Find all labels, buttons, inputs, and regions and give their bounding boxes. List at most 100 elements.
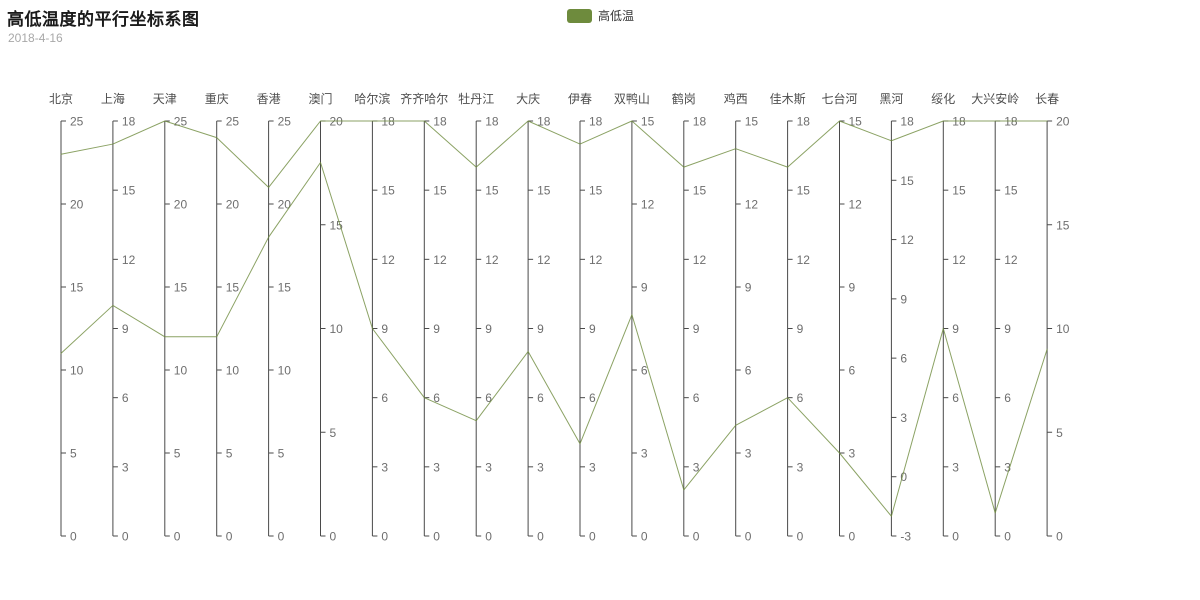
- axis-tick-label: 15: [381, 184, 395, 198]
- axis-tick-label: 25: [278, 115, 292, 129]
- axis-tick-label: 0: [900, 470, 907, 484]
- axis-tick-label: 6: [641, 364, 648, 378]
- legend-item[interactable]: 高低温: [567, 7, 634, 24]
- axis-tick-label: -3: [900, 530, 911, 544]
- axis-tick-label: 6: [952, 391, 959, 405]
- axis-tick-label: 0: [952, 530, 959, 544]
- parallel-axis-19[interactable]: 长春 0 5 10 15 20: [1035, 92, 1070, 544]
- axis-tick-label: 12: [693, 253, 707, 267]
- parallel-axis-15[interactable]: 七台河 0 3 6 9 12 15: [821, 91, 862, 544]
- parallel-axis-3[interactable]: 重庆 0 5 10 15 20 25: [205, 92, 240, 544]
- axis-tick-label: 6: [1004, 391, 1011, 405]
- axis-tick-label: 0: [797, 530, 804, 544]
- axis-tick-label: 0: [174, 530, 181, 544]
- axis-tick-label: 18: [797, 115, 811, 129]
- series-line-low[interactable]: [60, 162, 1048, 517]
- axis-tick-label: 0: [589, 530, 596, 544]
- axis-tick-label: 18: [485, 115, 499, 129]
- axis-tick-label: 18: [693, 115, 707, 129]
- axis-tick-label: 3: [537, 460, 544, 474]
- parallel-axis-1[interactable]: 上海 0 3 6 9 12 15 18: [101, 91, 136, 544]
- chart-title: 高低温度的平行坐标系图: [7, 10, 200, 29]
- legend-label: 高低温: [598, 9, 635, 23]
- axis-name-label: 天津: [153, 92, 177, 106]
- legend-swatch: [567, 8, 592, 23]
- axis-tick-label: 15: [589, 184, 603, 198]
- axis-tick-label: 3: [952, 460, 959, 474]
- axis-tick-label: 12: [1004, 253, 1018, 267]
- parallel-axis-14[interactable]: 佳木斯 0 3 6 9 12 15 18: [770, 92, 811, 544]
- parallel-axis-13[interactable]: 鸡西 0 3 6 9 12 15: [724, 91, 759, 544]
- axis-name-label: 鹤岗: [672, 91, 696, 106]
- axis-tick-label: 18: [537, 115, 551, 129]
- axis-tick-label: 15: [330, 218, 344, 232]
- parallel-axis-8[interactable]: 牡丹江 0 3 6 9 12 15 18: [458, 91, 499, 544]
- axis-tick-label: 12: [381, 253, 395, 267]
- axis-name-label: 绥化: [931, 92, 955, 106]
- axis-tick-label: 15: [745, 115, 759, 129]
- axis-tick-label: 3: [485, 460, 492, 474]
- axis-name-label: 佳木斯: [770, 92, 806, 106]
- axis-tick-label: 10: [278, 364, 292, 378]
- axis-tick-label: 6: [797, 391, 804, 405]
- axis-tick-label: 12: [122, 253, 136, 267]
- axis-tick-label: 15: [849, 115, 863, 129]
- axis-tick-label: 12: [952, 253, 966, 267]
- axis-tick-label: 0: [745, 530, 752, 544]
- parallel-axis-10[interactable]: 伊春 0 3 6 9 12 15 18: [568, 92, 603, 544]
- series-line-high[interactable]: [60, 120, 1048, 188]
- axis-tick-label: 9: [952, 322, 959, 336]
- axis-tick-label: 3: [589, 460, 596, 474]
- axis-name-label: 双鸭山: [614, 92, 650, 106]
- axis-tick-label: 12: [745, 198, 759, 212]
- parallel-axis-11[interactable]: 双鸭山 0 3 6 9 12 15: [614, 92, 655, 544]
- axis-tick-label: 0: [381, 530, 388, 544]
- axis-tick-label: 12: [797, 253, 811, 267]
- axis-tick-label: 0: [849, 530, 856, 544]
- axis-tick-label: 5: [1056, 426, 1063, 440]
- axis-tick-label: 6: [122, 391, 129, 405]
- axis-name-label: 澳门: [308, 91, 332, 106]
- axis-tick-label: 12: [537, 253, 551, 267]
- axis-tick-label: 18: [900, 115, 914, 129]
- axis-tick-label: 3: [641, 447, 648, 461]
- axis-tick-label: 20: [226, 198, 240, 212]
- axis-tick-label: 0: [330, 530, 337, 544]
- axis-tick-label: 12: [433, 253, 447, 267]
- axis-tick-label: 20: [174, 198, 188, 212]
- axis-tick-label: 9: [693, 322, 700, 336]
- parallel-axis-12[interactable]: 鹤岗 0 3 6 9 12 15 18: [672, 91, 707, 544]
- axis-tick-label: 5: [330, 426, 337, 440]
- axis-tick-label: 18: [122, 115, 136, 129]
- axis-tick-label: 3: [745, 447, 752, 461]
- axis-tick-label: 6: [537, 391, 544, 405]
- axis-tick-label: 15: [900, 174, 914, 188]
- axis-tick-label: 25: [70, 115, 84, 129]
- parallel-axis-7[interactable]: 齐齐哈尔 0 3 6 9 12 15 18: [400, 91, 448, 544]
- parallel-axis-4[interactable]: 香港 0 5 10 15 20 25: [257, 92, 292, 544]
- axis-tick-label: 6: [381, 391, 388, 405]
- parallel-axis-9[interactable]: 大庆 0 3 6 9 12 15 18: [516, 92, 551, 544]
- axis-tick-label: 0: [641, 530, 648, 544]
- axis-tick-label: 0: [433, 530, 440, 544]
- axis-tick-label: 12: [900, 233, 914, 247]
- axis-tick-label: 12: [849, 198, 863, 212]
- axis-name-label: 齐齐哈尔: [400, 91, 448, 106]
- axis-tick-label: 10: [226, 364, 240, 378]
- parallel-axis-16[interactable]: 黑河 -3 0 3 6 9 12 15 18: [879, 92, 914, 544]
- axis-tick-label: 0: [693, 530, 700, 544]
- axis-tick-label: 9: [797, 322, 804, 336]
- axis-name-label: 牡丹江: [458, 91, 494, 106]
- parallel-axis-0[interactable]: 北京 0 5 10 15 20 25: [49, 92, 84, 544]
- axis-name-label: 大庆: [516, 92, 540, 106]
- axis-name-label: 哈尔滨: [354, 91, 390, 106]
- axis-tick-label: 12: [641, 198, 655, 212]
- axis-tick-label: 0: [122, 530, 129, 544]
